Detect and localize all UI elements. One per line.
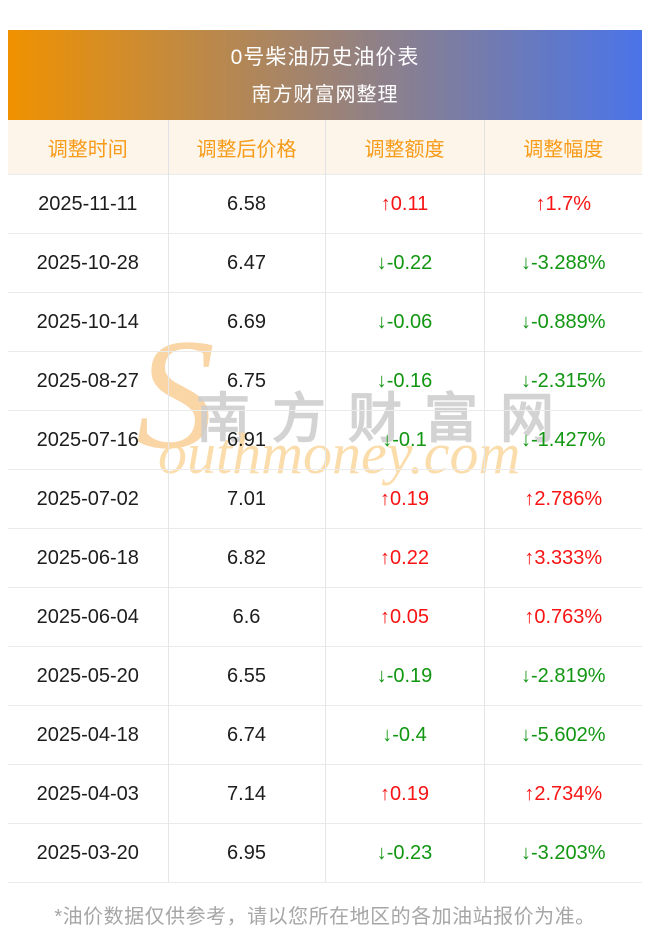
cell-price: 6.91 — [168, 410, 326, 470]
cell-date: 2025-03-20 — [8, 823, 169, 883]
cell-date: 2025-06-04 — [8, 587, 169, 647]
cell-change-pct: ↑3.333% — [484, 528, 642, 588]
cell-change-pct: ↑1.7% — [484, 174, 642, 234]
page-title: 0号柴油历史油价表 — [230, 46, 420, 69]
footnote: *油价数据仅供参考，请以您所在地区的各加油站报价为准。 — [54, 906, 596, 928]
cell-change: ↑0.11 — [325, 174, 485, 234]
table-row: 2025-08-27 6.75 ↓-0.16 ↓-2.315% — [8, 351, 642, 411]
column-header-adjust-time: 调整时间 — [8, 120, 169, 175]
table-row: 2025-10-14 6.69 ↓-0.06 ↓-0.889% — [8, 292, 642, 352]
cell-change-pct: ↓-3.203% — [484, 823, 642, 883]
cell-date: 2025-04-03 — [8, 764, 169, 824]
price-table-body: 2025-11-11 6.58 ↑0.11 ↑1.7% 2025-10-28 6… — [8, 174, 642, 883]
table-row: 2025-06-18 6.82 ↑0.22 ↑3.333% — [8, 528, 642, 588]
cell-price: 6.74 — [168, 705, 326, 765]
table-row: 2025-10-28 6.47 ↓-0.22 ↓-3.288% — [8, 233, 642, 293]
cell-price: 6.58 — [168, 174, 326, 234]
cell-date: 2025-10-14 — [8, 292, 169, 352]
cell-change-pct: ↓-1.427% — [484, 410, 642, 470]
cell-change-pct: ↑0.763% — [484, 587, 642, 647]
cell-change: ↓-0.19 — [325, 646, 485, 706]
page-subtitle: 南方财富网整理 — [251, 84, 399, 106]
cell-change-pct: ↓-0.889% — [484, 292, 642, 352]
cell-change: ↑0.22 — [325, 528, 485, 588]
column-header-adjust-rate: 调整幅度 — [484, 120, 642, 175]
cell-change-pct: ↓-5.602% — [484, 705, 642, 765]
cell-price: 6.55 — [168, 646, 326, 706]
cell-change-pct: ↑2.734% — [484, 764, 642, 824]
column-header-adjust-amount: 调整额度 — [325, 120, 485, 175]
cell-change: ↓-0.1 — [325, 410, 485, 470]
table-row: 2025-11-11 6.58 ↑0.11 ↑1.7% — [8, 174, 642, 234]
title-banner: 0号柴油历史油价表 南方财富网整理 — [8, 30, 642, 120]
column-header-adjusted-price: 调整后价格 — [168, 120, 326, 175]
cell-date: 2025-06-18 — [8, 528, 169, 588]
cell-price: 6.95 — [168, 823, 326, 883]
table-row: 2025-07-02 7.01 ↑0.19 ↑2.786% — [8, 469, 642, 529]
cell-price: 7.01 — [168, 469, 326, 529]
cell-price: 6.69 — [168, 292, 326, 352]
cell-price: 6.82 — [168, 528, 326, 588]
price-table: 调整时间 调整后价格 调整额度 调整幅度 2025-11-11 6.58 ↑0.… — [8, 120, 642, 883]
cell-price: 6.75 — [168, 351, 326, 411]
table-row: 2025-07-16 6.91 ↓-0.1 ↓-1.427% — [8, 410, 642, 470]
cell-date: 2025-05-20 — [8, 646, 169, 706]
cell-date: 2025-07-02 — [8, 469, 169, 529]
cell-change: ↑0.19 — [325, 469, 485, 529]
table-row: 2025-05-20 6.55 ↓-0.19 ↓-2.819% — [8, 646, 642, 706]
cell-change: ↑0.19 — [325, 764, 485, 824]
cell-price: 7.14 — [168, 764, 326, 824]
cell-date: 2025-07-16 — [8, 410, 169, 470]
cell-change-pct: ↓-2.819% — [484, 646, 642, 706]
cell-change: ↓-0.23 — [325, 823, 485, 883]
table-row: 2025-06-04 6.6 ↑0.05 ↑0.763% — [8, 587, 642, 647]
cell-change-pct: ↓-3.288% — [484, 233, 642, 293]
cell-change: ↑0.05 — [325, 587, 485, 647]
cell-change: ↓-0.4 — [325, 705, 485, 765]
table-row: 2025-04-03 7.14 ↑0.19 ↑2.734% — [8, 764, 642, 824]
header-row: 调整时间 调整后价格 调整额度 调整幅度 — [8, 120, 642, 175]
cell-change-pct: ↓-2.315% — [484, 351, 642, 411]
cell-change-pct: ↑2.786% — [484, 469, 642, 529]
cell-price: 6.47 — [168, 233, 326, 293]
table-row: 2025-03-20 6.95 ↓-0.23 ↓-3.203% — [8, 823, 642, 883]
table-row: 2025-04-18 6.74 ↓-0.4 ↓-5.602% — [8, 705, 642, 765]
cell-date: 2025-11-11 — [8, 174, 169, 234]
cell-change: ↓-0.06 — [325, 292, 485, 352]
cell-change: ↓-0.22 — [325, 233, 485, 293]
cell-price: 6.6 — [168, 587, 326, 647]
price-table-header: 调整时间 调整后价格 调整额度 调整幅度 — [8, 120, 642, 175]
cell-date: 2025-10-28 — [8, 233, 169, 293]
cell-change: ↓-0.16 — [325, 351, 485, 411]
cell-date: 2025-04-18 — [8, 705, 169, 765]
cell-date: 2025-08-27 — [8, 351, 169, 411]
